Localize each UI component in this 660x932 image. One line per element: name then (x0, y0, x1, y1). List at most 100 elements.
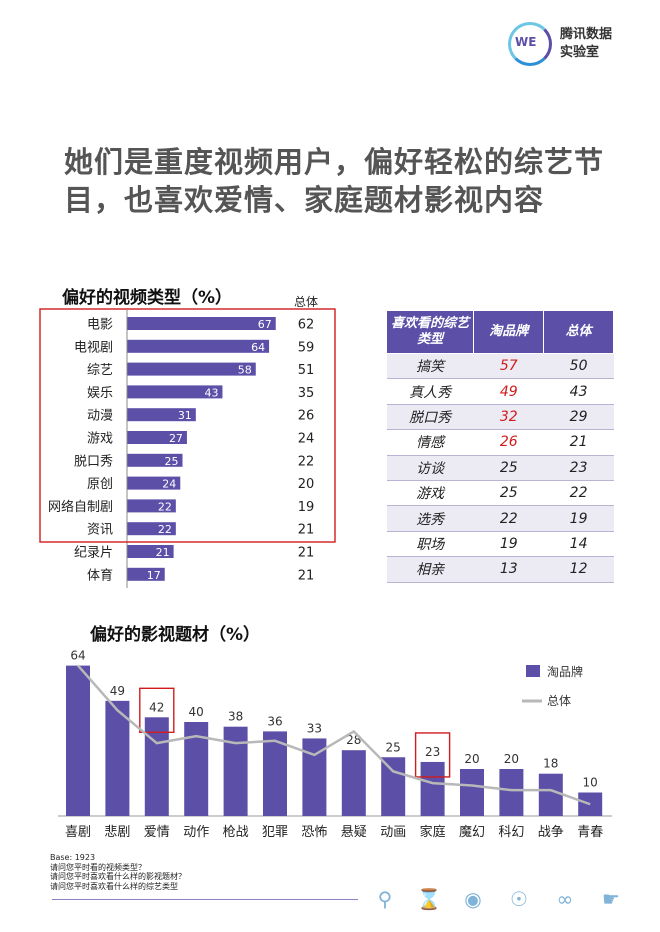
genre-bar-value: 33 (307, 721, 322, 735)
variety-table-row: 游戏 25 22 (386, 480, 614, 507)
variety-type-cell: 真人秀 (386, 378, 474, 405)
variety-table-row: 访谈 25 23 (386, 455, 614, 481)
base-note: 请问您平时喜欢看什么样的综艺类型 (50, 881, 178, 891)
variety-brand-cell: 25 (473, 455, 544, 481)
variety-total-cell: 12 (543, 556, 614, 583)
search-icon: ⚲ (377, 887, 393, 911)
legend-line-label: 总体 (547, 694, 571, 708)
variety-type-cell: 相亲 (386, 556, 474, 583)
genre-bar (460, 769, 484, 816)
logo-text-line1: 腾讯数据 (560, 27, 613, 42)
genre-bar-value: 10 (583, 776, 598, 790)
variety-header-type: 喜欢看的综艺类型 (385, 310, 475, 354)
hourglass-icon: ⌛ (416, 887, 442, 911)
genre-category-label: 战争 (538, 825, 564, 840)
genre-category-label: 魔幻 (459, 825, 485, 840)
genre-bar-value: 49 (110, 684, 125, 698)
variety-type-cell: 职场 (386, 531, 474, 558)
genre-bar-value: 18 (543, 757, 558, 771)
genre-category-label: 动画 (380, 825, 406, 840)
total-value-label: 24 (298, 432, 315, 447)
variety-table-row: 选秀 22 19 (386, 505, 614, 532)
genre-bar (105, 700, 130, 816)
variety-total-cell: 50 (543, 353, 614, 380)
footer-icons: ⚲ ⌛ ◉ ☉ ∞ ☛ (370, 886, 660, 916)
base-note: 请问您平时喜欢看什么样的影视题材？ (50, 872, 186, 881)
total-trend-line (77, 664, 591, 806)
category-label: 脱口秀 (74, 454, 113, 469)
variety-brand-cell: 13 (473, 556, 544, 583)
category-label: 体育 (87, 567, 113, 583)
variety-header-brand: 淘品牌 (473, 310, 545, 354)
genre-bar-value: 20 (464, 752, 479, 766)
eye-icon: ◉ (464, 887, 482, 911)
total-value-label: 20 (298, 477, 315, 492)
variety-type-cell: 访谈 (386, 455, 474, 481)
genre-bar (499, 769, 524, 816)
variety-type-cell: 选秀 (386, 505, 474, 532)
category-label: 娱乐 (87, 386, 113, 401)
bar-value-label: 22 (158, 523, 172, 536)
variety-brand-cell: 32 (473, 404, 544, 431)
category-label: 电视剧 (74, 340, 113, 355)
total-value-label: 59 (298, 340, 315, 355)
video-type-bar (127, 339, 270, 353)
highlight-box (39, 308, 336, 543)
genre-bar (381, 757, 406, 816)
genre-category-label: 科幻 (498, 825, 524, 840)
category-label: 纪录片 (74, 546, 113, 561)
bar-value-label: 67 (258, 318, 272, 331)
category-label: 综艺 (87, 363, 113, 378)
genre-category-label: 枪战 (223, 824, 249, 840)
genre-category-label: 悲剧 (104, 824, 130, 840)
video-type-bar (127, 476, 181, 490)
variety-table-row: 脱口秀 32 29 (386, 404, 614, 431)
genre-highlight-box (414, 732, 451, 778)
variety-total-cell: 29 (543, 404, 614, 431)
video-type-bar (127, 499, 176, 513)
genre-category-label: 爱情 (144, 825, 170, 840)
total-value-label: 22 (298, 454, 315, 469)
video-type-bar (127, 317, 276, 330)
video-type-bar (127, 385, 223, 399)
genre-category-label: 动作 (183, 825, 209, 840)
logo-ring-icon (508, 22, 552, 66)
genre-category-label: 恐怖 (301, 824, 327, 840)
genre-category-label: 悬疑 (341, 824, 367, 840)
variety-brand-cell: 49 (473, 378, 544, 405)
category-label: 资讯 (87, 523, 113, 538)
genre-bar (144, 717, 169, 816)
total-value-label: 21 (298, 523, 315, 538)
genre-bar (420, 761, 445, 816)
total-value-label: 26 (298, 409, 315, 424)
bar-value-label: 22 (158, 500, 172, 513)
category-label: 网络自制剧 (48, 499, 113, 515)
total-value-label: 21 (298, 546, 315, 561)
video-type-bar (127, 362, 256, 376)
variety-brand-cell: 57 (473, 353, 544, 380)
logo-text-line2: 实验室 (560, 45, 600, 60)
variety-brand-cell: 25 (473, 480, 544, 507)
genre-category-label: 犯罪 (262, 825, 288, 840)
variety-table-row: 情感 26 21 (386, 429, 614, 456)
bar-value-label: 17 (147, 569, 161, 582)
category-label: 动漫 (87, 409, 113, 424)
video-type-bar (127, 453, 183, 467)
video-type-bar (127, 545, 174, 558)
genre-highlight-box (139, 687, 175, 733)
category-label: 原创 (87, 477, 113, 492)
bar-value-label: 43 (204, 386, 218, 399)
genre-bar-value: 36 (267, 714, 282, 728)
variety-total-cell: 21 (543, 429, 614, 456)
total-value-label: 19 (298, 500, 315, 515)
variety-brand-cell: 22 (473, 505, 544, 532)
bar-value-label: 58 (238, 364, 252, 377)
page-headline: 她们是重度视频用户，偏好轻松的综艺节目，也喜欢爱情、家庭题材影视内容 (64, 145, 605, 217)
bar-value-label: 64 (251, 341, 265, 354)
genre-bar-value: 20 (504, 752, 519, 766)
variety-total-cell: 43 (543, 378, 614, 405)
variety-table-row: 职场 19 14 (386, 531, 614, 558)
genre-bar-value: 64 (70, 649, 85, 663)
genre-bar-value: 42 (149, 700, 164, 714)
video-type-bar (127, 567, 165, 581)
